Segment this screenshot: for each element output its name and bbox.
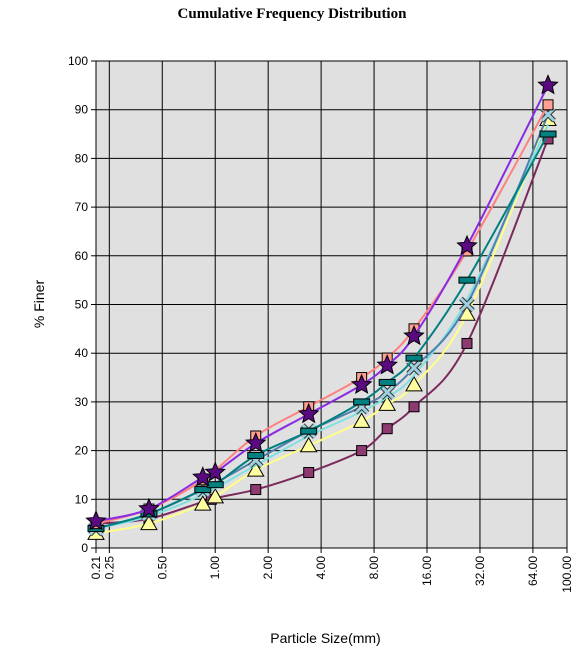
x-tick-label: 64.00 — [526, 556, 540, 586]
data-point — [250, 484, 262, 496]
y-tick-label: 70 — [75, 200, 89, 214]
data-point — [381, 423, 393, 435]
x-tick-label: 16.00 — [420, 556, 434, 586]
y-tick-label: 30 — [75, 395, 89, 409]
data-point — [140, 514, 158, 531]
data-point — [539, 130, 557, 138]
x-tick-label: 2.00 — [261, 556, 275, 580]
data-point — [194, 486, 212, 494]
x-tick-label: 100.00 — [560, 556, 574, 593]
data-point-stroke — [380, 385, 395, 400]
y-tick-label: 50 — [75, 298, 89, 312]
data-point — [378, 395, 397, 411]
data-point — [405, 354, 423, 362]
data-point — [352, 412, 371, 428]
series-layer — [85, 74, 559, 540]
data-point — [353, 398, 371, 406]
y-tick-label: 40 — [75, 346, 89, 360]
x-tick-label: 4.00 — [314, 556, 328, 580]
data-point — [303, 467, 315, 479]
y-tick-label: 80 — [75, 151, 89, 165]
data-point — [459, 296, 475, 313]
data-point — [540, 106, 556, 123]
data-point — [206, 487, 225, 504]
y-tick-label: 10 — [75, 492, 89, 506]
data-point — [297, 402, 320, 424]
data-point-stroke — [406, 360, 422, 375]
y-tick-label: 0 — [81, 541, 88, 555]
x-tick-label: 1.00 — [208, 556, 222, 580]
data-point — [85, 509, 107, 531]
data-point — [246, 461, 265, 477]
data-point — [247, 451, 265, 459]
data-point — [405, 375, 423, 392]
data-point — [456, 234, 478, 256]
data-point — [542, 99, 554, 111]
x-tick-label: 0.25 — [102, 556, 116, 580]
y-tick-label: 100 — [68, 54, 88, 68]
data-point — [461, 337, 473, 349]
series-line — [95, 123, 549, 530]
y-axis-label: % Finer — [31, 280, 47, 329]
data-point — [403, 324, 425, 346]
x-tick-label: 32.00 — [473, 556, 487, 586]
data-point — [458, 276, 476, 284]
data-point — [138, 497, 160, 519]
y-tick-label: 20 — [75, 444, 89, 458]
data-point — [537, 74, 559, 95]
data-point — [376, 354, 398, 375]
data-point-stroke — [540, 107, 556, 122]
chart-title: Cumulative Frequency Distribution — [177, 6, 407, 22]
data-point — [379, 384, 395, 400]
axis-ticks: 0 10 20 30 40 50 60 70 80 90 100 0.21 0.25 0.50 1.00 2.… — [68, 54, 574, 593]
data-point — [206, 481, 224, 489]
data-point — [300, 427, 318, 435]
x-tick-label: 0.50 — [155, 556, 169, 580]
series-7 — [85, 74, 559, 531]
data-point — [356, 445, 368, 457]
series-3 — [95, 123, 549, 530]
y-tick-label: 90 — [75, 103, 89, 117]
x-tick-label: 0.21 — [89, 556, 103, 580]
data-point — [378, 378, 396, 386]
data-point — [244, 431, 267, 453]
data-point — [192, 466, 214, 487]
data-point — [408, 401, 420, 413]
data-point-stroke — [459, 297, 475, 312]
data-point — [350, 373, 373, 394]
data-point — [299, 436, 318, 453]
data-point — [204, 461, 226, 482]
y-tick-label: 60 — [75, 249, 89, 263]
x-axis-label: Particle Size(mm) — [270, 630, 380, 646]
x-tick-label: 8.00 — [367, 556, 381, 580]
